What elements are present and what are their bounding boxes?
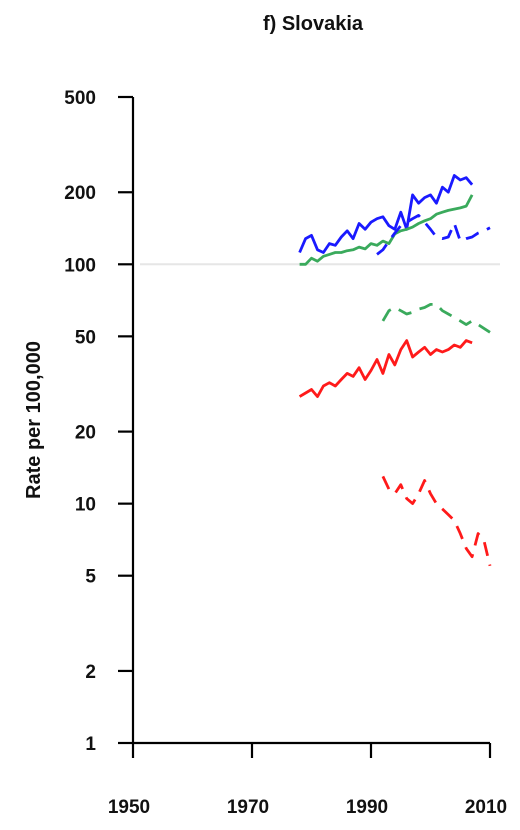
series-line-1 [299,194,474,266]
y-tick-label-5: 50 [75,327,96,348]
x-tick-label-3: 2010 [465,797,507,818]
chart-title: f) Slovakia [263,13,364,35]
series-line-4 [298,339,473,399]
y-tick-label-1: 2 [85,662,96,683]
axes: 1 2 5 10 20 50 100 200 500 1950 1970 1990 2010 [64,88,507,818]
y-tick-label-0: 1 [85,734,96,755]
x-tick-label-1: 1970 [227,797,269,818]
y-tick-label-7: 200 [64,183,96,204]
y-tick-label-4: 20 [75,423,96,444]
series-line-5 [381,475,492,567]
x-tick-label-2: 1990 [346,797,388,818]
y-tick-label-3: 10 [75,495,96,516]
x-tick-label-0: 1950 [108,797,150,818]
series-line-3 [381,302,491,334]
y-tick-label-2: 5 [85,567,96,588]
y-tick-label-8: 500 [64,88,96,109]
series-line-0 [298,174,474,254]
y-tick-label-6: 100 [64,255,96,276]
y-axis-label: Rate per 100,000 [23,341,45,499]
series-layer [298,174,492,567]
series-line-2 [376,213,491,256]
